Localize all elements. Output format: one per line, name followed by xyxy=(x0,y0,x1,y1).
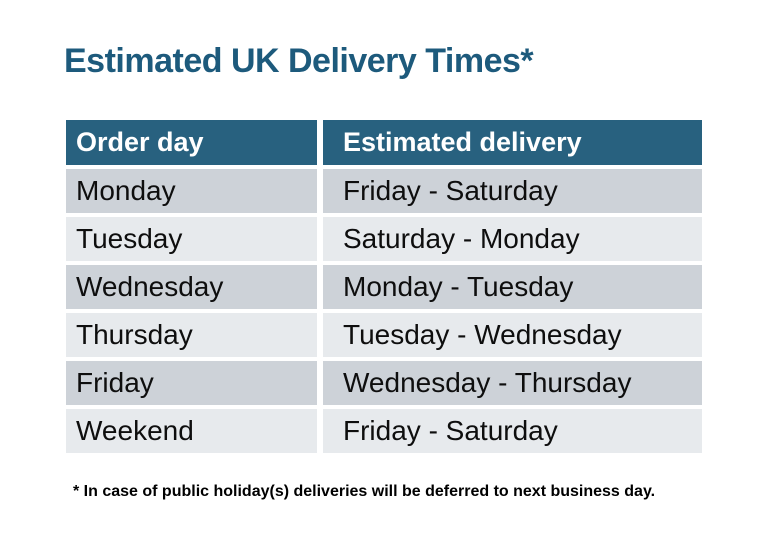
estimated-delivery-cell: Friday - Saturday xyxy=(323,409,702,453)
order-day-cell: Friday xyxy=(66,361,317,405)
estimated-delivery-cell: Friday - Saturday xyxy=(323,169,702,213)
order-day-cell: Thursday xyxy=(66,313,317,357)
estimated-delivery-cell: Saturday - Monday xyxy=(323,217,702,261)
order-day-cell: Weekend xyxy=(66,409,317,453)
page-title: Estimated UK Delivery Times* xyxy=(64,42,534,80)
column-header-order-day: Order day xyxy=(66,120,317,165)
estimated-delivery-cell: Wednesday - Thursday xyxy=(323,361,702,405)
public-holiday-footnote: * In case of public holiday(s) deliverie… xyxy=(73,483,656,500)
order-day-cell: Wednesday xyxy=(66,265,317,309)
estimated-delivery-cell: Tuesday - Wednesday xyxy=(323,313,702,357)
order-day-cell: Monday xyxy=(66,169,317,213)
column-header-estimated-delivery: Estimated delivery xyxy=(323,120,702,165)
estimated-delivery-cell: Monday - Tuesday xyxy=(323,265,702,309)
delivery-times-table: Order day Estimated delivery Monday Frid… xyxy=(66,120,702,453)
order-day-cell: Tuesday xyxy=(66,217,317,261)
